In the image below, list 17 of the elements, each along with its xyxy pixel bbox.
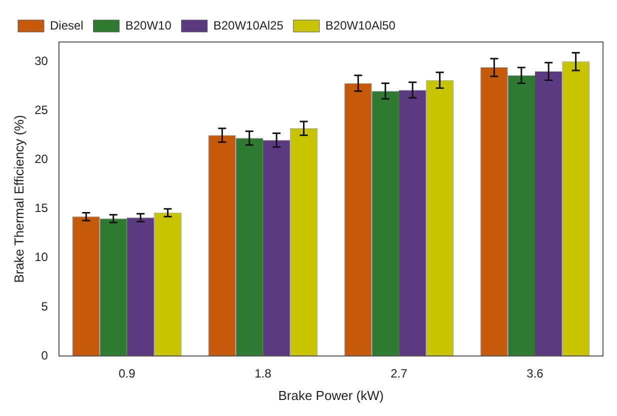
legend-label: Diesel — [50, 18, 84, 32]
legend-label: B20W10Al50 — [325, 18, 396, 32]
x-tick-label: 3.6 — [526, 366, 544, 381]
y-tick-label: 30 — [34, 54, 48, 68]
x-tick-label: 2.7 — [390, 366, 408, 381]
y-tick-label: 15 — [34, 201, 48, 216]
y-tick-label: 20 — [34, 152, 48, 166]
legend-label: B20W10Al25 — [213, 18, 284, 32]
y-tick-label: 5 — [41, 299, 48, 314]
legend-label: B20W10 — [125, 18, 172, 32]
x-tick-label: 0.9 — [118, 366, 136, 381]
x-tick-label: 1.8 — [254, 366, 272, 381]
y-tick-label: 25 — [34, 103, 48, 117]
y-tick-label: 10 — [34, 250, 48, 264]
x-axis-title: Brake Power (kW) — [278, 388, 384, 403]
y-axis-title: Brake Thermal Efficiency (%) — [11, 115, 26, 283]
y-tick-label: 0 — [41, 348, 48, 362]
